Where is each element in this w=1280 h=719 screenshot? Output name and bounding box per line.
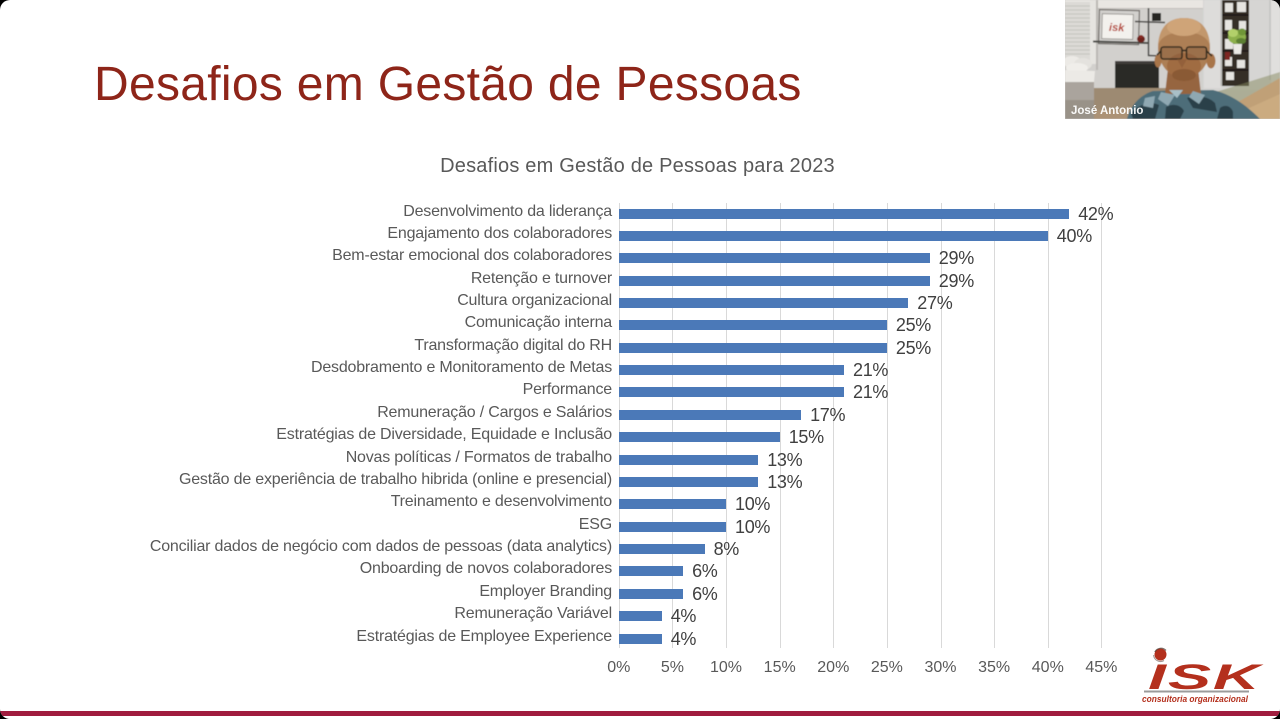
svg-text:José Antonio: José Antonio bbox=[1071, 105, 1143, 117]
svg-text:isk: isk bbox=[1109, 22, 1125, 34]
svg-text:consultoria organizacional: consultoria organizacional bbox=[1142, 694, 1249, 704]
